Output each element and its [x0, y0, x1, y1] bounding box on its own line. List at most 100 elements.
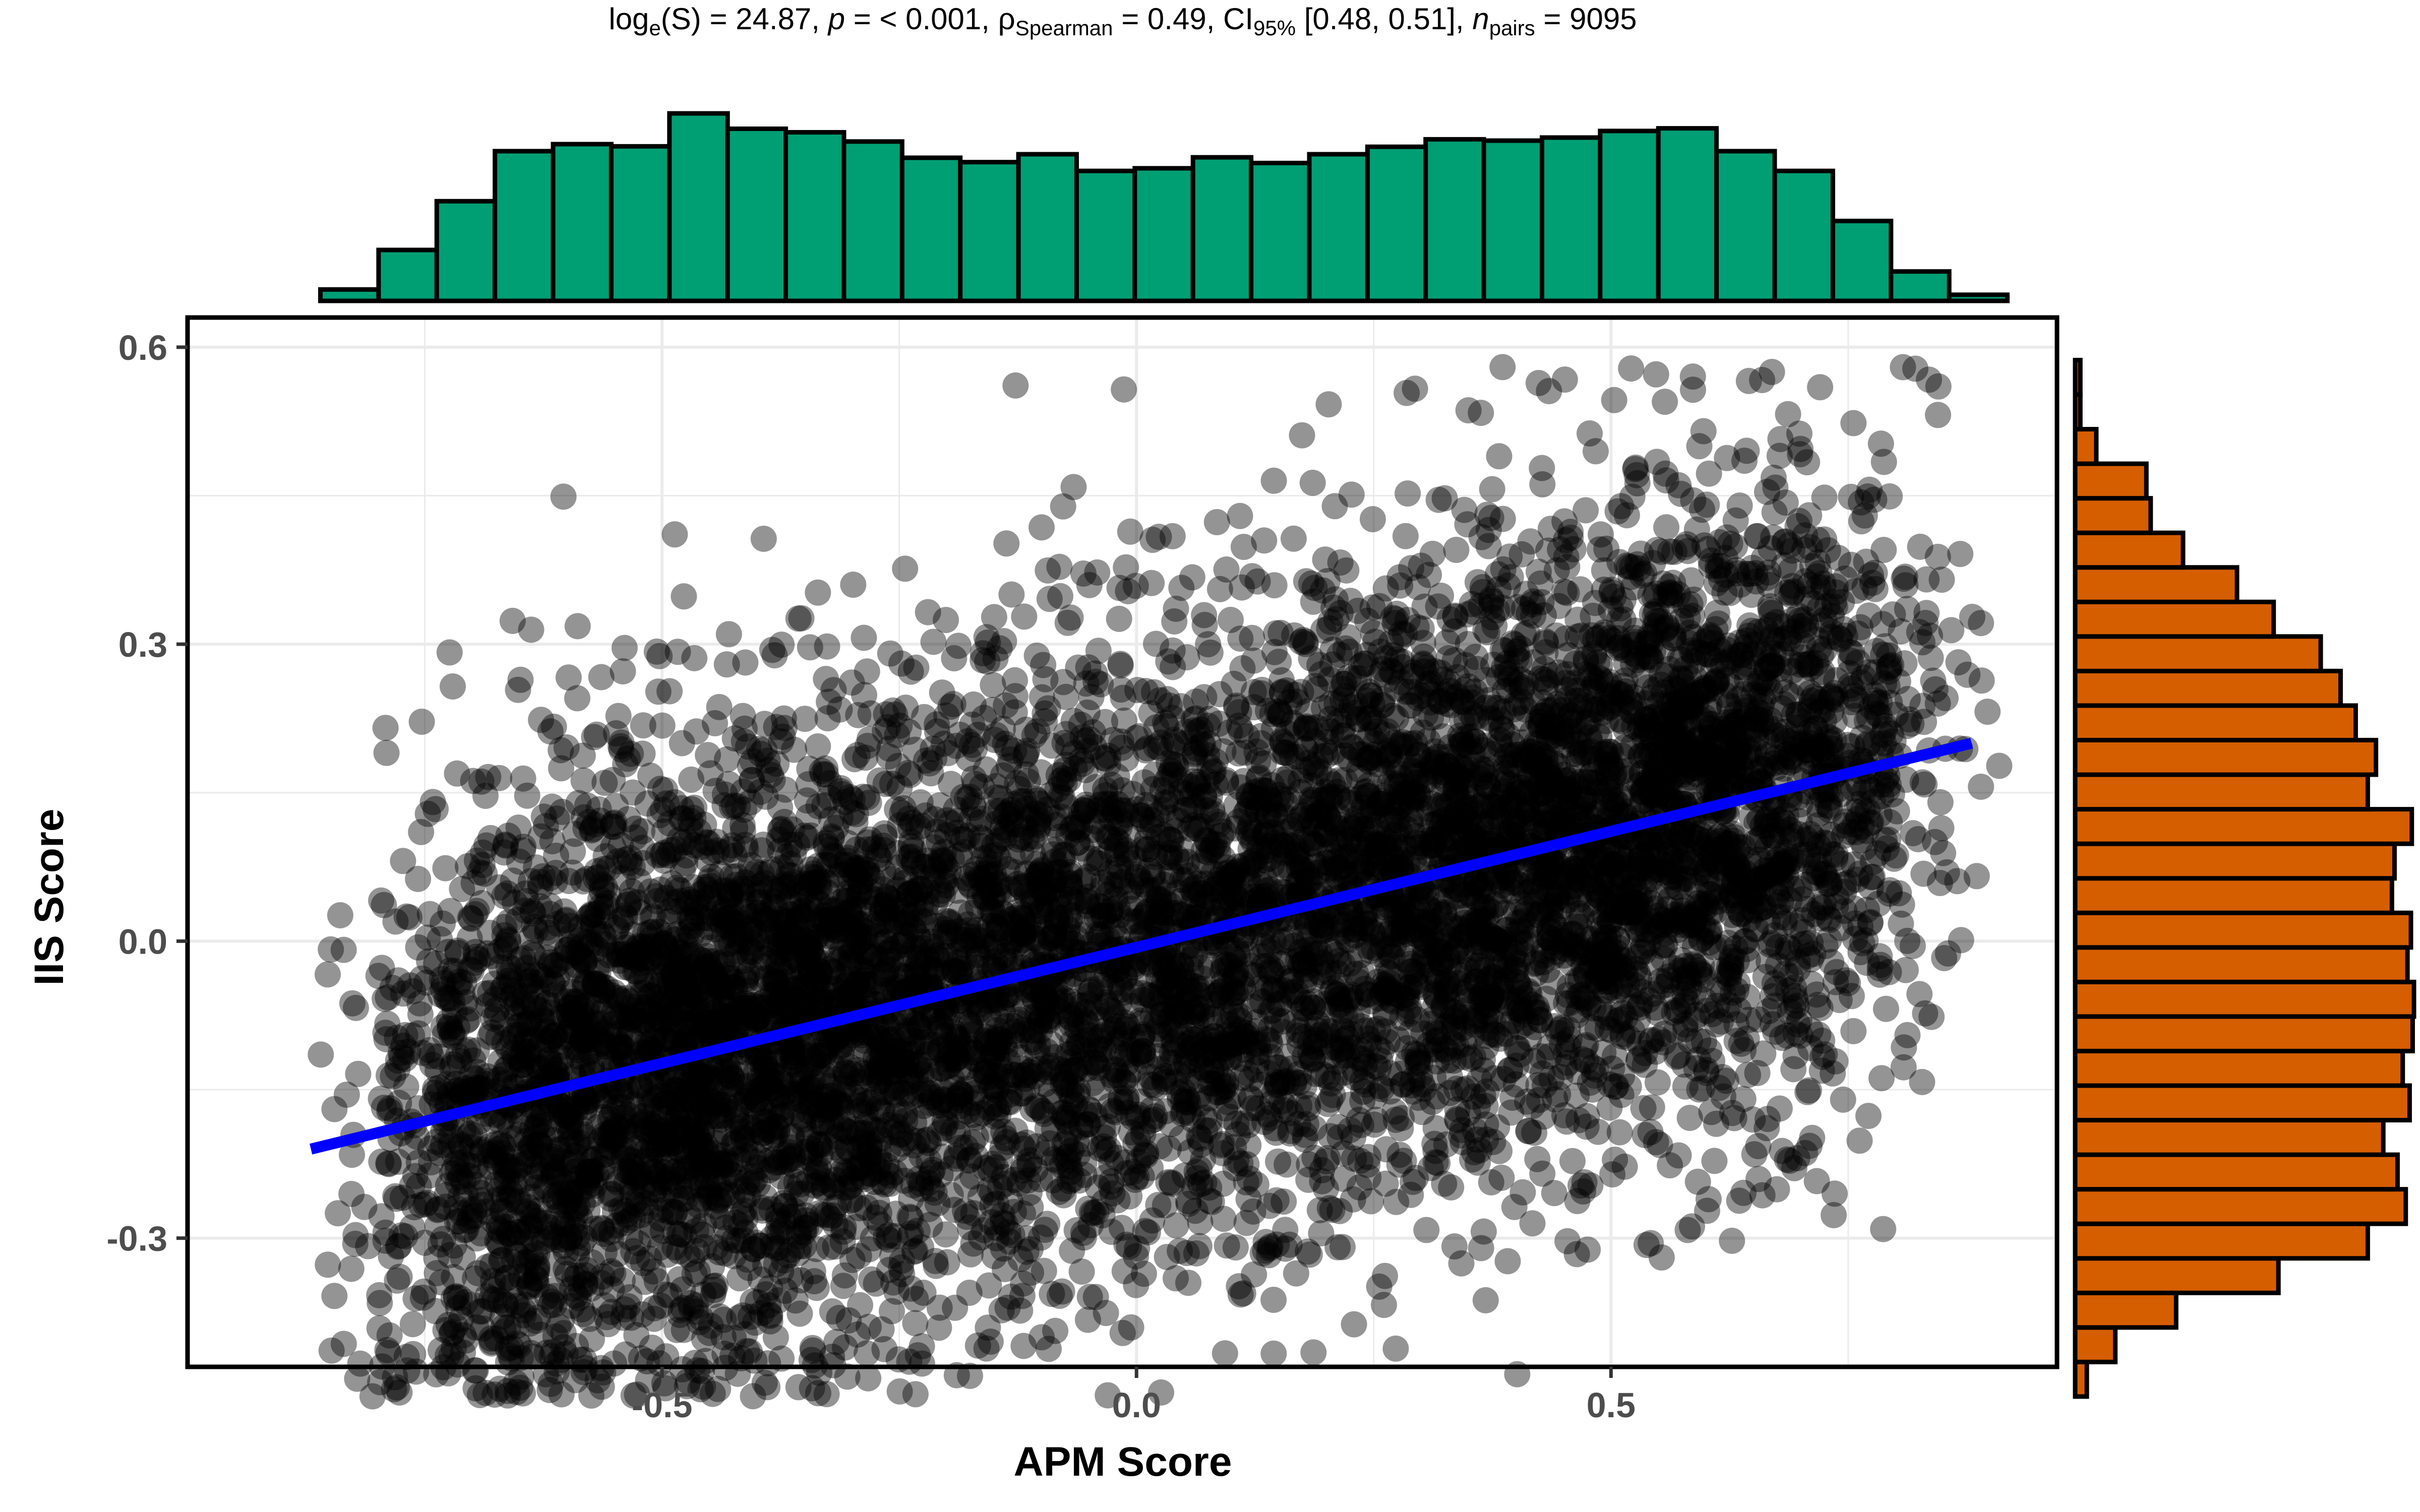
scatter-point — [463, 1314, 490, 1341]
scatter-point — [440, 964, 467, 991]
scatter-point — [472, 1379, 499, 1406]
scatter-point — [1025, 862, 1052, 889]
scatter-point — [809, 758, 835, 784]
scatter-point — [509, 991, 536, 1018]
scatter-point — [402, 1163, 429, 1189]
scatter-point — [1047, 583, 1073, 609]
scatter-point — [405, 1149, 432, 1176]
scatter-point — [443, 1077, 470, 1104]
scatter-point — [449, 1244, 476, 1271]
right-histogram-bar — [2073, 1256, 2281, 1295]
scatter-point — [443, 1283, 469, 1309]
subtitle-ci-value: [0.48, 0.51], — [1296, 2, 1472, 36]
scatter-point — [779, 816, 806, 843]
scatter-point — [1130, 1038, 1157, 1064]
scatter-point — [359, 1383, 386, 1410]
scatter-point — [639, 1335, 666, 1361]
scatter-point — [879, 1298, 905, 1325]
scatter-point — [845, 702, 872, 728]
scatter-point — [548, 1381, 575, 1408]
scatter-point — [396, 904, 422, 931]
scatter-point — [380, 1063, 406, 1090]
scatter-point — [510, 1038, 536, 1064]
scatter-point — [475, 992, 502, 1019]
scatter-point — [927, 1055, 954, 1082]
scatter-point — [1175, 1270, 1201, 1296]
scatter-point — [833, 1060, 859, 1087]
scatter-point — [405, 1020, 432, 1047]
scatter-point — [491, 1318, 518, 1345]
scatter-point — [473, 1070, 500, 1097]
scatter-point — [441, 998, 468, 1025]
scatter-point — [441, 1140, 467, 1167]
scatter-point — [854, 658, 880, 685]
scatter-point — [615, 745, 641, 772]
scatter-point — [398, 1022, 425, 1049]
top-histogram-bar — [841, 139, 904, 303]
scatter-point — [430, 910, 456, 937]
scatter-point — [1081, 1102, 1108, 1129]
top-histogram-bar — [1132, 166, 1195, 303]
top-histogram-bar — [318, 287, 381, 303]
scatter-point — [419, 789, 446, 815]
scatter-point — [408, 1191, 435, 1218]
scatter-point — [389, 1184, 416, 1211]
scatter-point — [338, 1255, 365, 1282]
scatter-point — [472, 980, 499, 1007]
top-histogram-bar — [1714, 149, 1777, 303]
scatter-point — [669, 730, 695, 757]
right-histogram-bar — [2073, 772, 2370, 812]
scatter-point — [416, 1037, 443, 1063]
right-histogram-bar — [2073, 1221, 2370, 1261]
scatter-point — [1159, 637, 1186, 664]
scatter-point — [339, 1142, 365, 1168]
scatter-point — [469, 890, 495, 916]
scatter-point — [841, 933, 868, 960]
scatter-point — [395, 1038, 421, 1065]
scatter-point — [1007, 1297, 1034, 1324]
scatter-point — [1042, 811, 1068, 838]
scatter-point — [1106, 605, 1132, 632]
scatter-point — [432, 1021, 458, 1048]
scatter-point — [408, 709, 435, 735]
scatter-point — [460, 1047, 487, 1074]
scatter-point — [629, 850, 656, 876]
right-histogram-bar — [2073, 807, 2414, 846]
scatter-point — [1080, 816, 1107, 843]
scatter-point — [690, 1373, 716, 1400]
scatter-point — [412, 1191, 439, 1218]
scatter-point — [477, 1154, 504, 1180]
right-histogram-bar — [2073, 599, 2276, 639]
top-histogram-bar — [434, 199, 498, 303]
scatter-point — [903, 654, 930, 681]
scatter-point — [867, 1054, 893, 1081]
scatter-point — [600, 979, 627, 1005]
scatter-point — [437, 957, 464, 984]
scatter-point — [540, 714, 567, 740]
scatter-point — [401, 1194, 428, 1221]
scatter-point — [466, 1382, 493, 1408]
scatter-point — [1111, 376, 1137, 403]
scatter-point — [371, 1095, 397, 1121]
scatter-point — [367, 1369, 394, 1396]
scatter-point — [342, 994, 369, 1021]
scatter-point — [1066, 1029, 1093, 1055]
scatter-point — [406, 990, 433, 1017]
scatter-point — [330, 936, 357, 963]
scatter-point — [656, 678, 683, 705]
right-histogram-bar — [2073, 530, 2186, 570]
scatter-point — [892, 555, 919, 582]
scatter-point — [891, 1167, 918, 1194]
top-histogram-bar — [1481, 138, 1545, 303]
scatter-point — [502, 1288, 529, 1315]
scatter-point — [425, 1057, 451, 1084]
scatter-point — [785, 1374, 812, 1401]
top-histogram-bar — [1598, 129, 1661, 303]
scatter-point — [422, 1298, 449, 1325]
scatter-point — [761, 642, 788, 669]
top-histogram-bar — [899, 155, 963, 303]
scatter-point — [437, 985, 463, 1012]
scatter-point — [805, 1155, 832, 1182]
scatter-point — [427, 926, 453, 953]
grid-lines — [188, 318, 2057, 1367]
